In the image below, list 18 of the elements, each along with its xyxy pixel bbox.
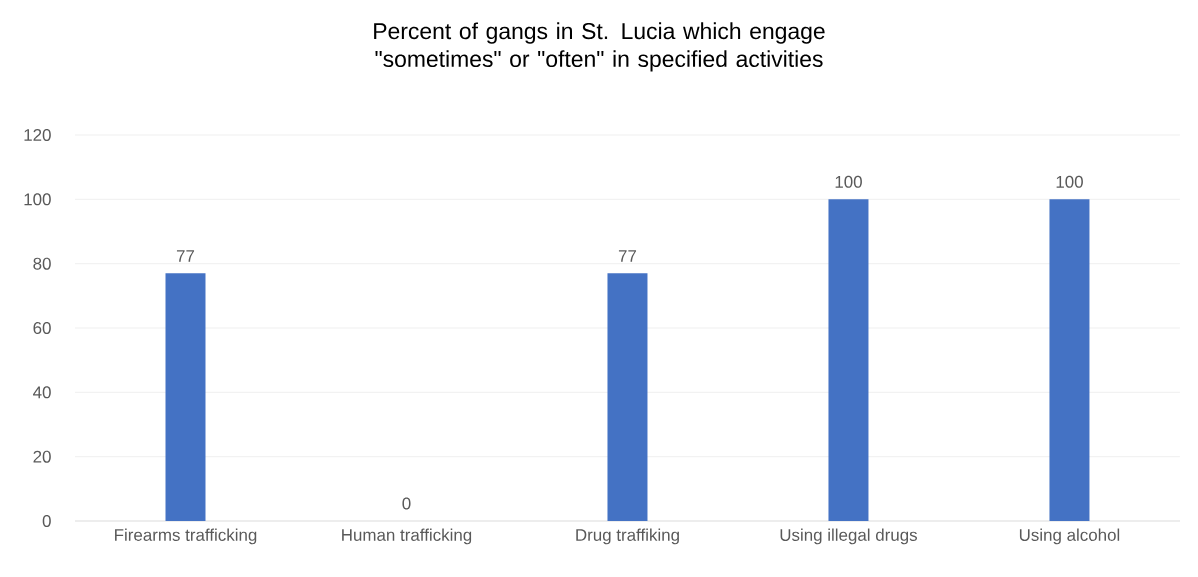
y-tick-label: 100 [24, 193, 51, 206]
x-tick-label: Using illegal drugs [780, 528, 917, 545]
y-tick-label: 80 [33, 257, 51, 270]
y-tick-label: 40 [33, 386, 51, 399]
data-label: 100 [835, 175, 862, 188]
data-label: 77 [176, 250, 195, 262]
x-tick-label: Human trafficking [342, 528, 472, 545]
x-tick-label: Using alcohol [1019, 528, 1120, 545]
data-label: 77 [618, 250, 637, 262]
x-tick-label: Drug traffiking [576, 528, 679, 545]
y-tick-label: 60 [33, 322, 51, 334]
data-label: 100 [1056, 175, 1083, 188]
y-tick-label: 0 [42, 515, 51, 527]
y-tick-label: 120 [24, 129, 51, 141]
chart-title: Percent of gangs in St. Lucia which engage "sometimes" or "often" in specified activities [374, 22, 825, 72]
y-tick-label: 20 [33, 450, 51, 463]
data-label: 0 [402, 497, 411, 510]
x-tick-label: Firearms trafficking [115, 528, 257, 545]
